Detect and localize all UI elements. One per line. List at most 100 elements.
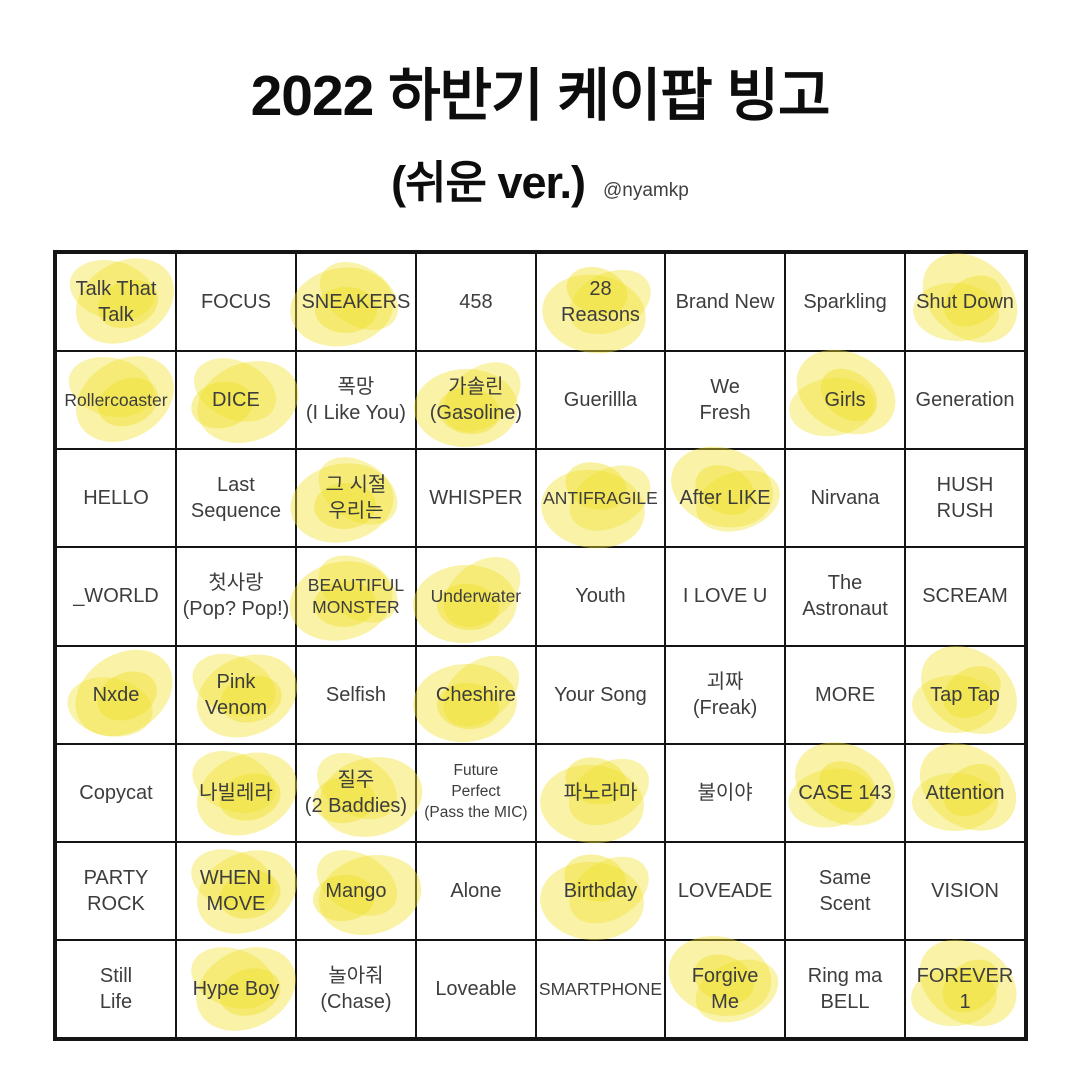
bingo-cell[interactable]: The Astronaut (785, 547, 906, 646)
bingo-cell[interactable]: 그 시절 우리는 (282, 443, 416, 553)
bingo-cell[interactable]: MORE (785, 645, 906, 744)
bingo-cell[interactable]: Pink Venom (175, 638, 311, 753)
bingo-cell[interactable]: 가솔린 (Gasoline) (413, 348, 536, 450)
bingo-cell[interactable]: Girls (781, 333, 911, 452)
bingo-cell[interactable]: 질주 (2 Baddies) (295, 739, 431, 848)
bingo-cell[interactable]: SCREAM (905, 547, 1025, 646)
bingo-cell[interactable]: 놀아줘 (Chase) (295, 939, 416, 1038)
bingo-cell[interactable]: Attention (903, 724, 1033, 849)
bingo-cell[interactable]: Guerillla (535, 351, 666, 450)
bingo-cell[interactable]: 파노라마 (535, 743, 666, 848)
song-title: Brand New (675, 291, 775, 314)
song-title: Underwater (430, 586, 522, 607)
song-title: 458 (459, 291, 493, 314)
bingo-cell[interactable]: HELLO (56, 449, 176, 548)
bingo-cell[interactable]: WHEN I MOVE (175, 834, 311, 950)
bingo-cell[interactable]: ANTIFRAGILE (535, 449, 666, 556)
bingo-cell[interactable]: Sparkling (785, 253, 906, 352)
song-title: CASE 143 (798, 781, 892, 804)
bingo-cell[interactable]: WHISPER (415, 449, 536, 548)
bingo-cell[interactable]: Youth (535, 547, 666, 646)
bingo-cell[interactable]: Last Sequence (175, 449, 296, 548)
author-handle: @nyamkp (603, 180, 689, 201)
song-title: Pink Venom (204, 670, 268, 719)
bingo-cell[interactable]: Alone (415, 841, 536, 940)
bingo-cell[interactable]: FOCUS (175, 253, 296, 352)
song-title: PARTY ROCK (83, 866, 149, 915)
bingo-cell[interactable]: Shut Down (905, 235, 1035, 362)
bingo-cell[interactable]: Nxde (56, 631, 189, 754)
bingo-cell[interactable]: _WORLD (56, 547, 176, 646)
bingo-cell[interactable]: Birthday (535, 841, 666, 945)
song-title: 나빌레라 (199, 781, 273, 804)
bingo-cell[interactable]: HUSH RUSH (905, 449, 1025, 548)
song-title: Mango (325, 879, 387, 902)
bingo-cell[interactable]: SMARTPHONE (535, 939, 666, 1038)
bingo-cell[interactable]: Future Perfect (Pass the MIC) (415, 743, 536, 842)
bingo-cell[interactable]: I LOVE U (665, 547, 786, 646)
bingo-cell[interactable]: BEAUTIFUL MONSTER (281, 542, 416, 652)
bingo-cell[interactable]: 불이야 (665, 743, 786, 842)
bingo-cell[interactable]: SNEAKERS (283, 247, 416, 355)
bingo-cell[interactable]: After LIKE (660, 434, 788, 548)
song-title: Generation (915, 389, 1015, 412)
song-title: Ring ma BELL (807, 964, 883, 1013)
bingo-cell[interactable]: Loveable (415, 939, 536, 1038)
bingo-cell[interactable]: PARTY ROCK (56, 841, 176, 940)
song-title: SMARTPHONE (538, 978, 663, 999)
bingo-cell[interactable]: 28 Reasons (535, 253, 666, 361)
bingo-cell[interactable]: 458 (415, 253, 536, 352)
song-title: 불이야 (697, 781, 753, 804)
song-title: HUSH RUSH (936, 474, 994, 523)
bingo-cell[interactable]: Same Scent (785, 841, 906, 940)
song-title: Alone (450, 879, 502, 902)
bingo-grid: Talk That Talk FOCUS SNEAKERS 458 28 Reasons… (53, 235, 1035, 1047)
song-title: 그 시절 우리는 (325, 474, 387, 523)
song-title: BEAUTIFUL MONSTER (307, 574, 405, 618)
bingo-cell[interactable]: Underwater (410, 543, 536, 647)
bingo-cell[interactable]: Ring ma BELL (785, 939, 906, 1038)
song-title: 28 Reasons (561, 278, 640, 327)
song-title: SNEAKERS (301, 291, 411, 314)
song-title: Cheshire (435, 683, 516, 706)
bingo-cell[interactable]: Brand New (665, 253, 786, 352)
song-title: SCREAM (922, 585, 1008, 608)
bingo-cell[interactable]: Talk That Talk (56, 241, 190, 361)
song-title: Loveable (435, 977, 517, 1000)
song-title: 가솔린 (Gasoline) (429, 376, 523, 425)
song-title: We Fresh (699, 376, 751, 425)
song-title: HELLO (83, 487, 149, 510)
bingo-cell[interactable]: Cheshire (410, 640, 536, 746)
bingo-cell[interactable]: Your Song (535, 645, 666, 744)
bingo-cell[interactable]: CASE 143 (781, 726, 909, 842)
bingo-cell[interactable]: 괴짜 (Freak) (665, 645, 786, 744)
song-title: ANTIFRAGILE (543, 487, 658, 508)
bingo-cell[interactable]: Forgive Me (660, 925, 788, 1038)
bingo-cell[interactable]: We Fresh (665, 351, 786, 450)
bingo-cell[interactable]: FOREVER 1 (903, 921, 1033, 1044)
bingo-cell[interactable]: 나빌레라 (175, 736, 311, 851)
bingo-cell[interactable]: DICE (175, 346, 311, 458)
song-title: Future Perfect (Pass the MIC) (424, 762, 528, 822)
bingo-cell[interactable]: 첫사랑 (Pop? Pop!) (175, 547, 296, 646)
bingo-cell[interactable]: Tap Tap (904, 627, 1034, 752)
bingo-cell[interactable]: LOVEADE (665, 841, 786, 940)
bingo-cell[interactable]: Mango (295, 836, 431, 946)
song-title: 괴짜 (Freak) (692, 670, 758, 719)
song-title: Sparkling (803, 291, 887, 314)
bingo-cell[interactable]: Still Life (56, 939, 176, 1038)
song-title: WHISPER (429, 487, 523, 510)
bingo-cell[interactable]: Generation (905, 351, 1025, 450)
bingo-cell[interactable]: Nirvana (785, 449, 906, 548)
bingo-cell[interactable]: 폭망 (I Like You) (295, 351, 416, 450)
bingo-cell[interactable]: VISION (905, 841, 1025, 940)
bingo-cell[interactable]: Hype Boy (175, 931, 310, 1047)
song-title: LOVEADE (677, 879, 773, 902)
song-title: MORE (815, 683, 876, 706)
bingo-cell[interactable]: Rollercoaster (56, 338, 190, 460)
bingo-cell[interactable]: Copycat (56, 743, 176, 842)
bingo-cell[interactable]: Selfish (295, 645, 416, 744)
song-title: WHEN I MOVE (199, 866, 273, 915)
song-title: DICE (212, 389, 260, 412)
